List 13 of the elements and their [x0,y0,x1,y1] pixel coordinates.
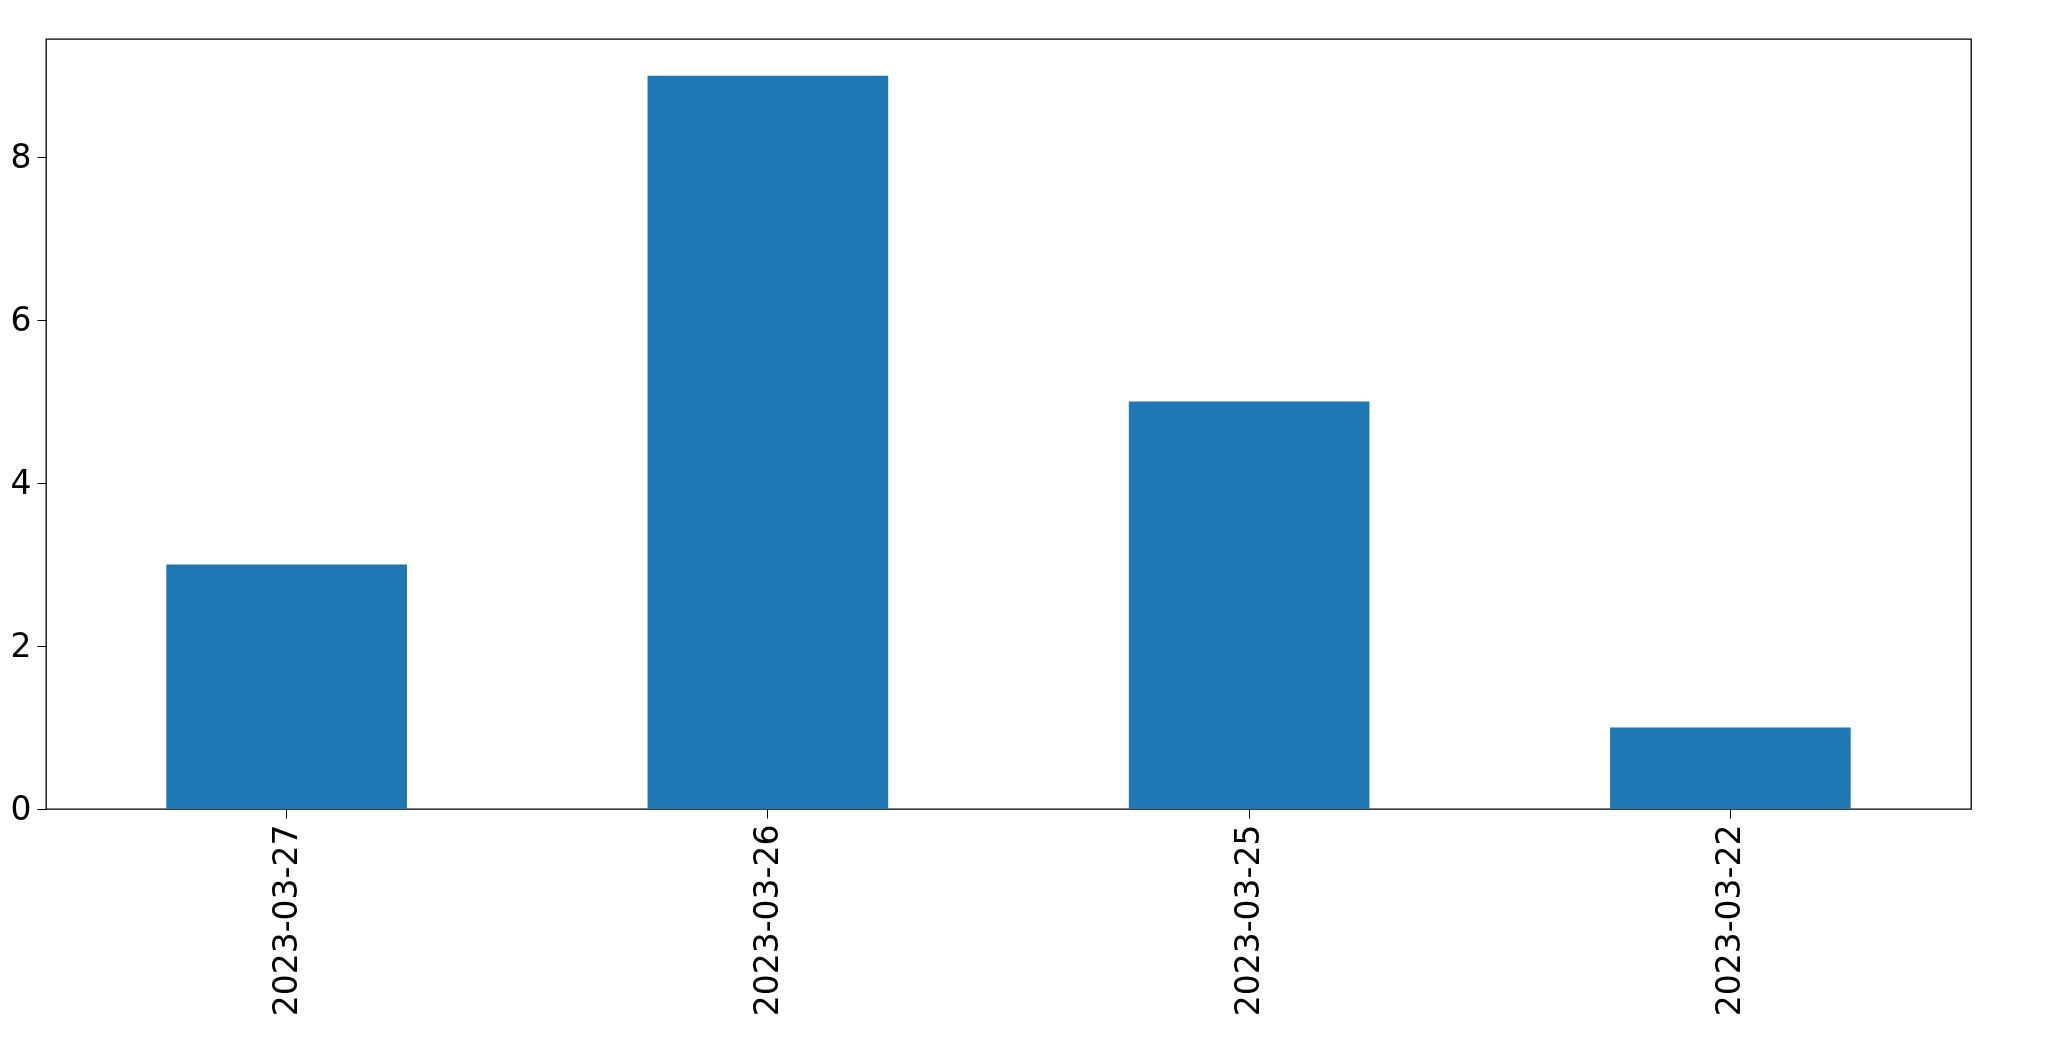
bar [647,75,889,809]
x-tick-label: 2023-03-22 [1709,824,1749,1017]
y-tick-label: 0 [10,788,32,828]
bar [166,564,407,809]
y-tick-label: 2 [10,625,32,665]
x-tick-label: 2023-03-25 [1228,824,1268,1017]
y-tick-label: 4 [10,462,32,502]
bar [1610,727,1851,809]
x-tick-label: 2023-03-27 [265,824,305,1017]
bar [1128,401,1370,809]
x-tick-label: 2023-03-26 [746,824,786,1017]
y-tick-label: 6 [10,299,32,339]
y-tick-label: 8 [10,136,32,176]
